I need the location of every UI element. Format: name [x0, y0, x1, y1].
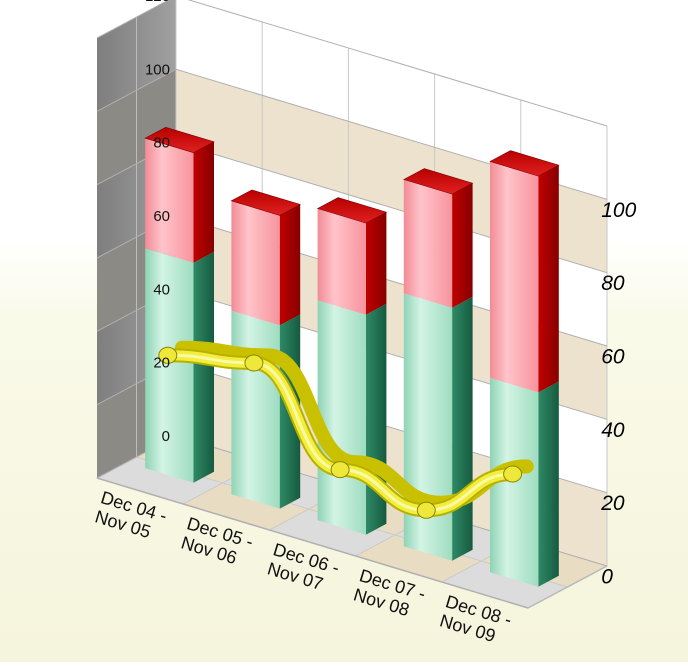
bar-segment-series2: [144, 126, 215, 263]
line-point: [330, 461, 350, 479]
bar-segment-series1-front: [403, 293, 453, 561]
left-axis-tick-label: 80: [153, 135, 170, 152]
bar-segment-series2-top: [230, 189, 301, 216]
bar-segment-series2-front: [490, 161, 539, 393]
bar-segment-series1-front: [145, 248, 194, 483]
bar-segment-series1: [317, 300, 387, 535]
floor-right-edge: [527, 565, 608, 609]
bar-segment-series2: [316, 197, 388, 315]
bar-segment-series2-top: [316, 197, 388, 224]
right-axis-tick-label: 80: [601, 272, 625, 295]
line-point: [416, 501, 436, 519]
bar-segment-series2-top: [403, 168, 474, 195]
bar-segment-series2-side: [538, 165, 559, 393]
floor-front-edge: [96, 477, 529, 609]
left-axis-tick-label: 100: [145, 61, 170, 78]
bar-segment-series1: [403, 293, 473, 561]
bar-segment-series2-side: [193, 141, 214, 263]
bar-segment-series2-front: [317, 208, 366, 315]
bar-segment-series1-side: [193, 251, 214, 483]
left-axis-tick-label: 60: [153, 208, 170, 225]
line-point: [244, 354, 264, 372]
bar-segment-series1-front: [231, 310, 280, 509]
bar-segment-series2-front: [231, 200, 280, 326]
bar-segment-series2-top: [144, 126, 215, 154]
bar-segment-series1-front: [317, 300, 366, 535]
bar-segment-series2-side: [452, 183, 473, 308]
left-axis-tick-label: 40: [153, 281, 170, 298]
bar-segment-series1-side: [452, 296, 473, 561]
bar-segment-series1-side: [538, 381, 559, 587]
bar-segment-series2: [489, 150, 560, 393]
bar-segment-series2: [230, 189, 301, 326]
line-point: [158, 346, 178, 364]
category-label: Dec 07 -Nov 08: [351, 565, 428, 620]
bar-segment-series2-side: [365, 212, 387, 315]
bar-segment-series2-front: [403, 179, 453, 308]
bar-segment-series1-side: [365, 303, 387, 535]
left-axis-tick-label: 0: [162, 428, 170, 445]
left-axis-tick-label: 120: [145, 0, 170, 5]
bar-segment-series2-top: [489, 150, 560, 177]
bar-segment-series2-side: [279, 204, 301, 326]
right-axis-tick-label: 40: [601, 419, 625, 442]
right-axis-tick-label: 20: [600, 492, 625, 515]
line-point: [503, 465, 523, 483]
right-axis-tick-label: 0: [601, 566, 613, 589]
horizontal-gridline: [96, 0, 608, 127]
bar-segment-series2-front: [145, 138, 194, 263]
right-axis-tick-label: 60: [601, 346, 625, 369]
chart-line-series: [158, 340, 534, 519]
horizontal-gridline: [96, 68, 608, 200]
bar-segment-series2: [403, 168, 474, 308]
right-axis-tick-label: 100: [601, 199, 636, 222]
bar-segment-series1: [145, 248, 214, 483]
left-axis-tick-label: 20: [153, 355, 170, 372]
